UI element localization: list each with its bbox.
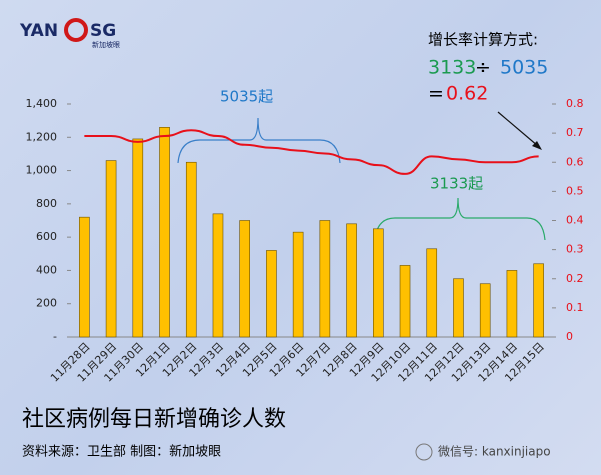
- annotation: 5035起: [220, 88, 273, 106]
- formula-result: 0.62: [446, 83, 488, 105]
- y2-tick-label: 0.8: [566, 97, 584, 110]
- bar: [479, 283, 491, 338]
- bar: [533, 263, 544, 338]
- y2-tick-label: 0.7: [566, 126, 584, 139]
- source: 资料来源：卫生部 制图：新加坡眼: [22, 444, 221, 460]
- line: [84, 129, 539, 175]
- bar: [506, 270, 518, 338]
- bar: [426, 248, 438, 338]
- y2-tick-label: 0.4: [566, 214, 584, 227]
- bar: [239, 220, 250, 338]
- y2-tick-label: 0.5: [566, 184, 584, 197]
- bar: [346, 223, 357, 338]
- bar: [292, 231, 304, 338]
- bar: [185, 161, 197, 338]
- arrow-head: [532, 141, 542, 150]
- formula-title: 增长率计算方式:: [428, 31, 538, 49]
- bar: [79, 216, 90, 338]
- bar: [453, 278, 464, 338]
- logo-sub: 新加坡眼: [92, 40, 120, 49]
- formula-equals: =: [428, 83, 444, 105]
- bar: [159, 127, 170, 338]
- y-tick-label: -: [53, 330, 57, 343]
- y2-tick-label: 0.1: [566, 301, 584, 314]
- bar: [132, 138, 144, 338]
- bracket: [374, 197, 546, 241]
- logo-left: YAN: [19, 21, 58, 41]
- arrow: [497, 111, 539, 147]
- annotation: 3133起: [430, 175, 483, 193]
- bar: [212, 213, 224, 338]
- y2-tick-label: 0.2: [566, 272, 584, 285]
- wechat-icon: [415, 443, 433, 461]
- bar: [105, 160, 117, 338]
- y-tick-label: 1,400: [26, 97, 58, 110]
- watermark: 微信号: kanxinjiapo: [438, 445, 551, 459]
- bracket: [177, 117, 341, 164]
- y-tick-label: 800: [36, 197, 57, 210]
- y-tick-label: 200: [36, 297, 57, 310]
- logo-ring: [64, 18, 88, 42]
- y-tick-label: 1,200: [26, 130, 58, 143]
- formula-operator: ÷: [475, 57, 491, 79]
- bar: [399, 265, 411, 338]
- formula-left: 3133: [428, 57, 476, 79]
- chart-title: 社区病例每日新增确诊人数: [22, 407, 286, 432]
- formula-right: 5035: [500, 57, 548, 79]
- bar: [266, 250, 277, 338]
- logo-right: SG: [90, 21, 116, 41]
- y2-tick-label: 0: [566, 330, 573, 343]
- y-tick-label: 600: [36, 230, 57, 243]
- bar: [373, 228, 384, 338]
- y-tick-label: 400: [36, 263, 57, 276]
- y2-tick-label: 0.3: [566, 243, 584, 256]
- bar: [319, 220, 331, 338]
- y-tick-label: 1,000: [26, 164, 58, 177]
- y2-tick-label: 0.6: [566, 155, 584, 168]
